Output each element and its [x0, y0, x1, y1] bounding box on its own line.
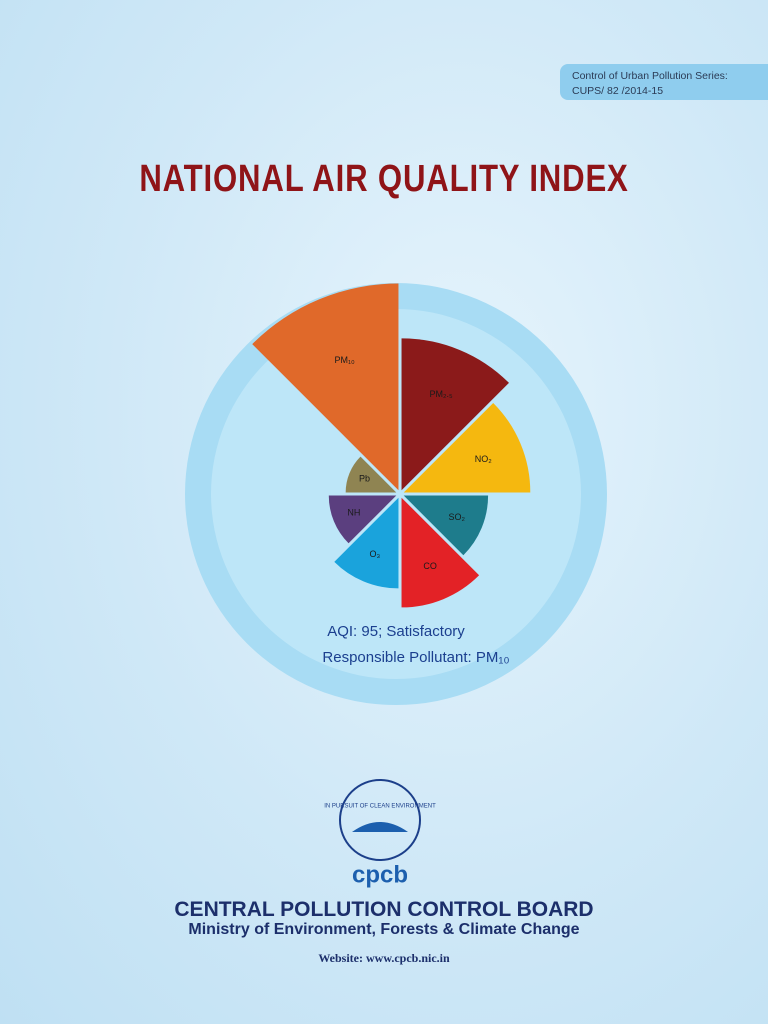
sector — [401, 338, 509, 491]
website: Website: www.cpcb.nic.in — [318, 951, 450, 965]
logo: IN PURSUIT OF CLEAN ENVIRONMENT cpcb — [324, 779, 436, 888]
sector-label: CO — [423, 561, 437, 571]
logo-ring — [339, 779, 421, 861]
sector — [334, 497, 399, 589]
logo-motto: IN PURSUIT OF CLEAN ENVIRONMENT — [324, 804, 436, 810]
series-line: Control of Urban Pollution Series: — [572, 70, 728, 82]
sector-label: PM₁₀ — [335, 355, 356, 365]
series-tab: Control of Urban Pollution Series: CUPS/… — [560, 64, 768, 100]
sector-label: NH — [347, 507, 360, 517]
sector — [252, 283, 399, 491]
title: NATIONAL AIR QUALITY INDEX — [139, 158, 629, 200]
sector-label: Pb — [359, 474, 370, 484]
sector-label: SO₂ — [448, 512, 465, 522]
sector-label: NO₂ — [475, 454, 493, 464]
annotation: AQI: 95; Satisfactory — [327, 623, 465, 640]
logo-mark — [352, 822, 408, 832]
logo-name: cpcb — [352, 861, 408, 888]
annotation: Responsible Pollutant: PM₁₀ — [322, 649, 509, 666]
sector — [328, 495, 397, 544]
sector — [401, 497, 480, 608]
sector-label: PM₂.₅ — [430, 389, 453, 399]
organization: CENTRAL POLLUTION CONTROL BOARD — [174, 898, 594, 921]
sector — [403, 495, 489, 556]
sector — [403, 402, 531, 493]
sector — [345, 456, 397, 493]
series-line: CUPS/ 82 /2014-15 — [572, 85, 664, 97]
ministry: Ministry of Environment, Forests & Clima… — [188, 921, 580, 938]
sector-label: O₃ — [370, 549, 381, 559]
